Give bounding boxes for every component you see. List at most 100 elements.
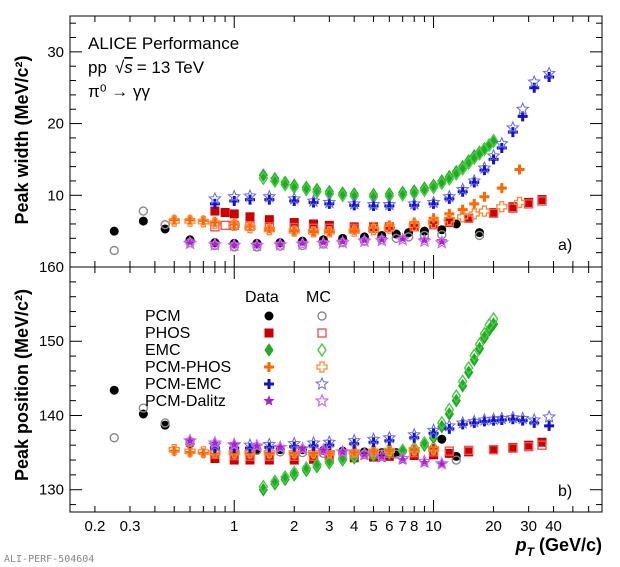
panel-a-emc-mc-point: [488, 133, 499, 149]
panel-b-pcm-dalitz-mc-point: [357, 446, 372, 461]
panel-b-phos-mc-point: [444, 446, 455, 456]
panel-a-pcm-emc-mc-point: [515, 101, 530, 116]
panel-a-pcm-emc-mc-point: [527, 74, 542, 88]
panel-b-pcm-dalitz-mc-point: [295, 441, 310, 455]
y-tick-label: 140: [39, 407, 64, 424]
panel-a-pcm-emc-data-point: [308, 197, 319, 208]
decay-label: π⁰ → γγ: [88, 82, 150, 101]
panel-a-emc-mc-point: [258, 170, 269, 186]
panel-b-emc-mc-point: [312, 457, 322, 472]
panel-a-emc-mc-point: [457, 161, 468, 177]
panel-a-pcm-emc-mc-point: [467, 173, 482, 187]
panel-a-pcm-dalitz-data-point: [296, 236, 309, 248]
panel-b-emc-data-point: [444, 407, 454, 421]
legend-data-marker: [264, 362, 274, 372]
panel-a-pcm-emc-data-point: [289, 196, 300, 207]
panel-b-emc-mc-point: [301, 460, 312, 476]
panel-a-emc-data-point: [428, 178, 439, 193]
panel-a-pcm-emc-mc-point: [382, 197, 397, 211]
panel-a-emc-mc-point: [397, 187, 408, 202]
x-axis-label-unit: (GeV/c): [534, 535, 602, 555]
panel-b-pcm-emc-mc-point: [366, 431, 381, 446]
y-tick-label: 30: [47, 44, 64, 61]
panel-b-phos-data-point: [489, 445, 499, 455]
system-prefix: pp: [88, 58, 107, 77]
panel-b-pcm-emc-mc-point: [407, 427, 422, 441]
panel-b-emc-mc-point: [488, 311, 499, 327]
panel-b-emc-data-point: [419, 438, 430, 453]
panel-a-phos-data-point: [229, 209, 239, 219]
panel-a-pcm-emc-data-point: [469, 177, 480, 188]
panel-a-pcm-data-point: [474, 228, 484, 238]
panel-a-phos-data-point: [245, 212, 255, 222]
panel-a-pcm-emc-mc-point: [442, 189, 457, 203]
x-tick-label: 7: [399, 518, 407, 535]
panel-a-pcm-phos-mc-point: [168, 215, 180, 227]
panel-b-emc-data-point: [324, 456, 334, 470]
panel-a-pcm-phos-mc-point: [209, 217, 221, 229]
legend-data-marker: [264, 379, 274, 389]
panel-a-pcm-emc-mc-point: [542, 66, 557, 80]
panel-b-pcm-dalitz-mc-point: [335, 444, 350, 458]
panel-b-phos-data-point: [444, 448, 454, 458]
panel-b-pcm-emc-mc-point: [306, 435, 321, 449]
panel-b-pcm-emc-data-point: [457, 419, 468, 430]
panel-a-pcm-phos-data-point: [514, 164, 525, 175]
panel-a-pcm-dalitz-mc-point: [434, 235, 449, 249]
panel-a-emc-data-point: [349, 186, 359, 201]
panel-b-pcm-phos-mc-point: [197, 446, 209, 458]
panel-a-emc-mc-point: [280, 177, 290, 192]
panel-a-pcm-phos-mc-point: [443, 214, 455, 226]
panel-a-pcm-phos-data-point: [308, 226, 319, 237]
panel-b-emc-mc-point: [289, 465, 300, 480]
panel-a-emc-mc-point: [337, 188, 348, 203]
panel-a-pcm-mc-point: [138, 206, 149, 216]
panel-a-emc-mc-point: [270, 173, 280, 189]
panel-a-pcm-mc-point: [474, 230, 485, 241]
panel-a-emc-data-point: [289, 178, 299, 193]
panel-a-emc-mc-point: [444, 171, 455, 187]
panel-a-pcm-phos-mc-point: [288, 225, 300, 237]
panel-a-emc-mc-point: [428, 180, 439, 195]
panel-a-pcm-emc-mc-point: [455, 182, 470, 196]
panel-b-phos-mc-point: [488, 444, 499, 455]
x-axis-label: pT (GeV/c): [515, 535, 602, 559]
panel-b-pcm-emc-mc-point: [262, 437, 277, 451]
panel-a-pcm-emc-data-point: [384, 201, 395, 212]
panel-b-emc-mc-point: [280, 469, 290, 485]
panel-a-pcm-data-point: [138, 216, 148, 226]
panel-b-pcm-emc-data-point: [469, 417, 480, 428]
panel-b-pcm-dalitz-mc-point: [434, 456, 449, 470]
panel-b-pcm-mc-point: [109, 433, 119, 443]
panel-b-pcm-phos-mc-point: [209, 446, 221, 459]
panel-a-pcm-phos-mc-point: [244, 221, 256, 234]
panel-a-pcm-dalitz-data-point: [184, 236, 196, 247]
panel-a-pcm-dalitz-data-point: [228, 238, 240, 249]
panel-b-frame: [69, 266, 603, 513]
panel-b-phos-data-point: [537, 437, 547, 447]
panel-b-pcm-emc-mc-point: [486, 411, 501, 426]
panel-a-frame: [69, 15, 603, 268]
panel-b-emc-mc-point: [444, 402, 455, 417]
panel-b-pcm-dalitz-mc-point: [182, 433, 198, 447]
experiment-label: ALICE Performance: [88, 34, 239, 53]
panel-a-pcm-emc-data-point: [368, 201, 379, 212]
panel-a-pcm-emc-mc-point: [477, 160, 492, 174]
panel-b-label: b): [558, 483, 572, 500]
panel-b-pcm-emc-mc-point: [505, 410, 520, 424]
panel-a-pcm-emc-mc-point: [243, 188, 257, 202]
panel-b-emc-data-point: [280, 472, 290, 487]
panel-a-pcm-phos-data-point: [324, 226, 335, 237]
panel-a-emc-mc-point: [419, 183, 430, 198]
panel-a-pcm-dalitz-data-point: [358, 233, 370, 245]
legend-mc-marker: [315, 376, 329, 390]
panel-b-pcm-phos-mc-point: [367, 445, 380, 457]
x-tick-label: 4: [350, 518, 358, 535]
panel-b-emc-mc-point: [270, 474, 280, 489]
panel-b-pcm-dalitz-mc-point: [316, 442, 331, 457]
panel-b-pcm-phos-mc-point: [168, 443, 180, 456]
panel-b-pcm-phos-mc-point: [408, 443, 420, 456]
panel-b-pcm-phos-mc-point: [383, 444, 395, 457]
panel-b-pcm-emc-mc-point: [515, 411, 530, 425]
panel-b-emc-mc-point: [469, 348, 480, 363]
